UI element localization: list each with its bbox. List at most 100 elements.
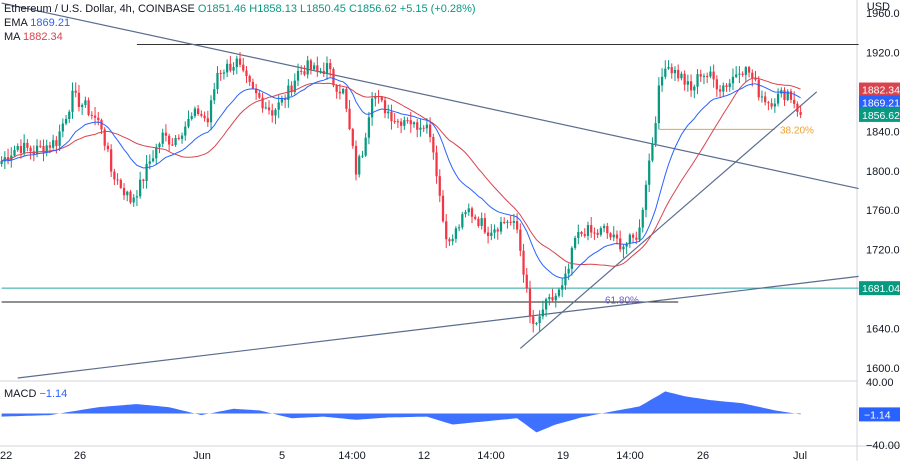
price-badge[interactable] — [859, 281, 900, 296]
candle-body — [77, 92, 81, 107]
trendline-2[interactable] — [519, 91, 818, 349]
fib-label: 61.80% — [605, 296, 639, 307]
candle-body — [216, 72, 219, 90]
candle-body — [122, 187, 126, 196]
candle-body — [735, 74, 738, 77]
candle-body — [525, 274, 528, 289]
candle-body — [129, 191, 132, 203]
candle-body — [635, 237, 638, 240]
macd-tick-label: −40.00 — [866, 440, 900, 452]
timeframe[interactable]: 4h — [119, 3, 132, 15]
candle-body — [680, 73, 683, 79]
candle-body — [39, 145, 42, 147]
candle-body — [435, 152, 438, 177]
symbol-name[interactable]: Ethereum / U.S. Dollar — [4, 3, 114, 15]
candle-body — [586, 225, 590, 236]
candle-body — [338, 91, 342, 94]
candle-body — [519, 229, 522, 251]
ohlc-low: L1850.45 — [300, 3, 346, 15]
candle-body — [213, 89, 216, 101]
candle-body — [222, 72, 226, 74]
candle-body — [461, 214, 464, 228]
ma-label: MA — [4, 31, 20, 43]
candle-body — [135, 196, 139, 198]
candle-body — [226, 63, 229, 73]
candle-body — [383, 100, 387, 114]
fib-label: 38.20% — [780, 125, 814, 136]
trendline-0[interactable] — [1, 2, 859, 190]
candle-body — [454, 228, 458, 239]
macd-legend[interactable]: MACD −1.14 — [4, 388, 67, 400]
candle-body — [638, 227, 641, 240]
candle-body — [789, 91, 793, 100]
price-tick-label: 1960.00 — [866, 8, 900, 20]
candle-body — [251, 81, 255, 89]
candle-body — [351, 129, 354, 146]
candle-body — [654, 123, 657, 144]
candle-body — [648, 160, 651, 185]
candle-body — [396, 121, 400, 123]
chart-legend: Ethereum / U.S. Dollar, 4h, COINBASE O18… — [4, 2, 476, 44]
candle-body — [486, 232, 490, 236]
candle-body — [155, 147, 158, 159]
ema-line[interactable] — [1, 77, 801, 279]
macd-histogram-area[interactable] — [1, 391, 801, 433]
price-badge-label: 1681.04 — [862, 283, 900, 295]
candle-body — [248, 76, 251, 82]
candle-body — [171, 144, 174, 146]
candle-body — [580, 232, 583, 235]
candle-body — [177, 137, 180, 139]
candle-body — [106, 145, 110, 150]
candle-body — [48, 145, 52, 148]
price-badge[interactable] — [859, 107, 900, 122]
candle-body — [97, 117, 100, 121]
candle-body — [448, 239, 451, 242]
trendline-1[interactable] — [17, 275, 859, 379]
candle-body — [606, 226, 609, 234]
candle-body — [609, 233, 612, 238]
candle-body — [267, 107, 271, 111]
candle-body — [232, 67, 235, 71]
candle-body — [731, 76, 735, 84]
candle-body — [103, 129, 106, 146]
candle-body — [235, 58, 238, 68]
candle-body — [264, 107, 267, 109]
candle-body — [35, 145, 39, 155]
candle-body — [496, 229, 499, 232]
candle-body — [641, 209, 644, 228]
ma-value: 1882.34 — [22, 31, 63, 43]
candle-body — [277, 102, 280, 110]
candle-body — [561, 285, 564, 290]
candle-body — [770, 103, 773, 107]
candle-body — [477, 218, 480, 226]
candle-body — [93, 115, 97, 118]
candle-body — [81, 104, 84, 107]
price-badge[interactable] — [859, 82, 900, 97]
candle-body — [480, 218, 483, 226]
candle-body — [116, 179, 119, 181]
candle-body — [757, 79, 760, 98]
candle-body — [528, 288, 532, 317]
candle-body — [773, 103, 776, 107]
candle-body — [393, 121, 396, 123]
candle-body — [319, 70, 322, 72]
candle-body — [55, 140, 58, 146]
candle-body — [6, 157, 10, 161]
price-badge[interactable] — [859, 95, 900, 110]
candle-body — [300, 70, 303, 72]
candle-body — [709, 71, 712, 77]
candle-body — [693, 86, 696, 91]
macd-tick-label: 40.00 — [866, 377, 894, 389]
candle-body — [132, 197, 135, 203]
candle-body — [84, 100, 87, 105]
macd-badge[interactable] — [859, 407, 900, 422]
ma-row[interactable]: MA 1882.34 — [4, 30, 476, 44]
candle-body — [13, 149, 16, 156]
candle-body — [374, 96, 377, 99]
candle-body — [399, 121, 403, 126]
candle-body — [751, 72, 754, 78]
ema-row[interactable]: EMA 1869.21 — [4, 16, 476, 30]
ma-line[interactable] — [1, 77, 801, 267]
candle-body — [515, 221, 519, 230]
